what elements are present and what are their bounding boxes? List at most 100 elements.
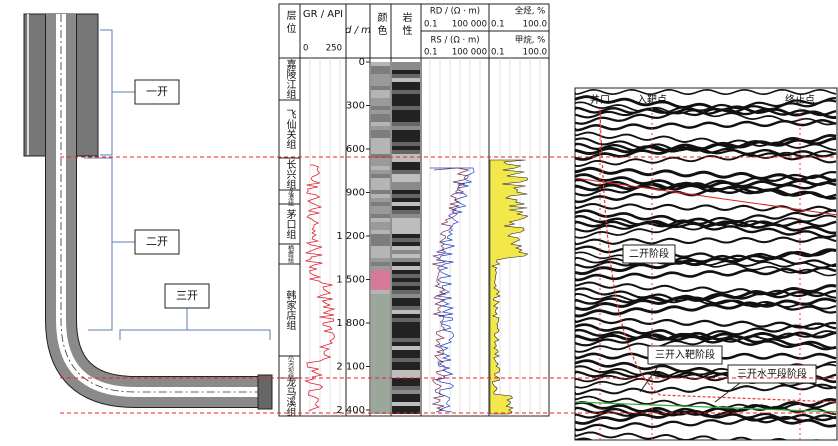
label-box: [164, 283, 210, 309]
color-band: [371, 166, 390, 170]
depth-label: 900: [346, 188, 365, 199]
color-band: [371, 218, 390, 222]
color-band: [371, 350, 390, 354]
header: 岩性: [400, 11, 412, 38]
color-band: [371, 146, 390, 150]
formation-name: 小河坝组: [287, 354, 294, 379]
color-band: [371, 258, 390, 262]
color-band: [371, 378, 390, 382]
color-band: [371, 66, 390, 70]
lithology-band: [392, 386, 420, 390]
formation-name: 韩家店组: [284, 289, 296, 330]
seismic-trace: [575, 297, 837, 318]
color-band: [371, 314, 390, 318]
seismic-trace: [575, 119, 837, 132]
lithology-band: [392, 378, 420, 382]
header-scale: 0.1: [424, 20, 438, 30]
header: d / m: [345, 25, 371, 36]
formation-name: 嘉陵江组: [284, 58, 296, 99]
color-band: [371, 294, 390, 298]
color-band: [371, 234, 390, 238]
lithology-band: [392, 294, 420, 298]
bracket-1: [100, 29, 113, 156]
color-band: [371, 174, 390, 178]
seismic-label: 入靶点: [637, 93, 667, 106]
lithology-band: [392, 322, 420, 326]
lithology-band: [392, 410, 420, 414]
lithology-band: [392, 354, 420, 358]
lithology-band: [392, 338, 420, 342]
lithology-band: [392, 190, 420, 194]
lithology-band: [392, 194, 420, 198]
header-scale: 0.1: [424, 48, 438, 58]
depth-label: 2 100: [336, 362, 365, 373]
lithology-band: [392, 270, 420, 274]
lithology-band: [392, 98, 420, 102]
header-scale: 100 000: [452, 20, 487, 30]
color-band: [371, 290, 390, 294]
color-band: [371, 190, 390, 194]
seismic-trace: [575, 209, 837, 235]
color-band: [371, 278, 390, 282]
lithology-band: [392, 330, 420, 334]
depth-label: 2 400: [336, 405, 365, 416]
color-band: [371, 286, 390, 290]
lithology-band: [392, 402, 420, 406]
lithology-band: [392, 242, 420, 246]
lithology-band: [392, 166, 420, 170]
stage-label: 一开: [146, 85, 168, 98]
lithology-band: [392, 126, 420, 130]
color-band: [371, 70, 390, 74]
lithology-band: [392, 138, 420, 142]
column-lines: [299, 4, 490, 416]
lithology-band: [392, 394, 420, 398]
lithology-band: [392, 62, 420, 66]
lithology-band: [392, 214, 420, 218]
lithology-band: [392, 174, 420, 178]
color-band: [371, 90, 390, 94]
header: RS / (Ω · m): [430, 36, 479, 46]
gr-curve: [304, 164, 336, 412]
color-band: [371, 318, 390, 322]
lithology-band: [392, 66, 420, 70]
well-schematic: 一开 二开 三开: [23, 13, 273, 410]
label-box: [134, 79, 180, 105]
header: GR / API: [303, 9, 343, 20]
lithology-band: [392, 314, 420, 318]
seismic-trace: [575, 95, 837, 120]
lithology-band: [392, 218, 420, 222]
stage-box: [647, 345, 723, 365]
stage-label: 三开: [176, 289, 198, 302]
color-band: [371, 226, 390, 230]
color-band: [371, 246, 390, 250]
color-band: [371, 250, 390, 254]
lithology-band: [392, 206, 420, 210]
color-band: [371, 106, 390, 110]
lithology-band: [392, 346, 420, 350]
seismic-trace: [575, 236, 837, 246]
color-band: [371, 182, 390, 186]
stage-label: 二开: [146, 235, 168, 248]
color-band: [371, 398, 390, 402]
color-band: [371, 122, 390, 126]
lithology-band: [392, 130, 420, 134]
seismic-trace: [575, 178, 837, 199]
color-band: [371, 394, 390, 398]
seismic-trace: [575, 266, 837, 282]
lithology-band: [392, 274, 420, 278]
lithology-band: [392, 350, 420, 354]
seismic-trace: [575, 395, 837, 415]
seismic-trace: [575, 166, 837, 183]
seismic-trace: [575, 414, 837, 432]
color-band: [371, 342, 390, 346]
lithology-band: [392, 114, 420, 118]
rd-curve: [430, 167, 475, 413]
color-band: [371, 154, 390, 158]
lithology-band: [392, 70, 420, 74]
lithology-band: [392, 222, 420, 226]
color-band: [371, 366, 390, 370]
lithology-band: [392, 406, 420, 410]
header-scale: 250: [326, 44, 342, 54]
